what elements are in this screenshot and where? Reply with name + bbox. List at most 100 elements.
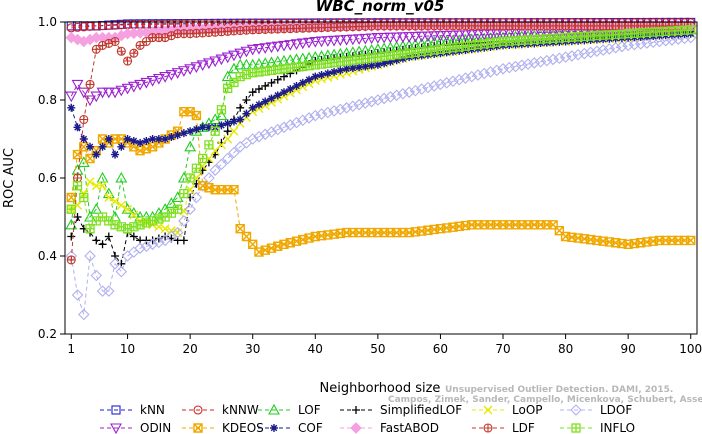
data-point-odin — [134, 79, 147, 91]
data-point-ldf — [123, 56, 133, 66]
data-point-ldof — [397, 87, 409, 100]
legend-item-loop: LoOP — [472, 403, 543, 417]
data-point-simplifiedlof — [104, 232, 113, 241]
data-point-odin — [77, 87, 90, 99]
data-point-cof — [217, 121, 226, 130]
data-point-odin — [290, 39, 303, 50]
data-point-loop — [98, 181, 108, 191]
data-point-simplifiedlof — [242, 96, 251, 104]
y-tick-label: 0.2 — [38, 327, 57, 341]
legend-marker — [270, 424, 278, 432]
data-point-odin — [165, 70, 178, 81]
data-point-ldof — [591, 45, 603, 58]
data-point-cof — [67, 103, 76, 112]
data-point-ldof — [103, 285, 115, 297]
data-point-ldof — [459, 72, 472, 84]
data-point-odin — [71, 79, 84, 91]
data-point-cof — [311, 72, 320, 81]
axis-ticks: 1 10 20 30 40 50 60 70 80 90 100 0.2 0.4 0.6 0.8 1.0 — [38, 15, 702, 356]
legend-label: ODIN — [140, 421, 171, 434]
data-point-cof — [355, 63, 364, 72]
x-tick-label: 70 — [495, 342, 510, 356]
data-point-inflo — [172, 204, 183, 214]
data-point-ldof — [528, 57, 541, 69]
data-point-ldof — [284, 119, 297, 131]
data-point-cof — [79, 135, 88, 143]
data-point-cof — [386, 57, 395, 66]
data-point-ldof — [622, 39, 634, 52]
data-point-odin — [396, 32, 409, 43]
series-ldf — [66, 21, 696, 265]
data-point-cof — [117, 142, 126, 151]
data-point-ldof — [203, 172, 215, 184]
data-point-ldof — [153, 236, 165, 249]
data-point-ldof — [315, 108, 328, 120]
data-point-ldof — [440, 77, 453, 89]
data-point-simplifiedlof — [273, 75, 282, 84]
data-point-ldf — [66, 255, 76, 265]
series-inflo — [66, 25, 696, 234]
data-point-ldof — [322, 106, 334, 119]
data-point-odin — [384, 32, 397, 44]
data-point-cof — [179, 129, 188, 138]
data-point-ldof — [84, 250, 96, 262]
data-point-cof — [261, 97, 270, 106]
data-point-odin — [334, 35, 347, 47]
data-point-ldof — [465, 70, 478, 83]
data-point-cof — [129, 136, 138, 145]
data-point-ldof — [490, 64, 503, 77]
data-point-ldof — [641, 37, 653, 49]
data-point-lof — [115, 171, 128, 183]
data-point-cof — [148, 135, 157, 143]
data-point-cof — [286, 85, 295, 94]
data-point-ldof — [553, 52, 566, 65]
data-point-ldof — [572, 48, 584, 61]
data-point-odin — [65, 91, 78, 103]
x-tick-label: 80 — [558, 342, 573, 356]
data-point-cof — [398, 54, 407, 63]
data-point-odin — [234, 48, 247, 60]
data-point-cof — [380, 59, 389, 68]
data-point-lof — [215, 109, 228, 121]
data-point-odin — [371, 33, 384, 44]
data-point-ldof — [497, 63, 509, 75]
data-point-odin — [246, 44, 259, 56]
data-point-ldof — [271, 123, 284, 136]
data-point-ldof — [628, 38, 641, 51]
legend-item-knnw: kNNW — [182, 403, 259, 417]
data-point-ldof — [365, 95, 378, 108]
data-point-kdeos — [248, 239, 258, 249]
data-point-ldof — [609, 41, 622, 54]
legend-item-cof: COF — [258, 421, 323, 434]
data-point-cof — [236, 115, 245, 124]
data-point-simplifiedlof — [129, 232, 138, 241]
legend-label: kNN — [140, 403, 165, 417]
data-point-ldof — [90, 269, 103, 282]
data-point-odin — [115, 85, 128, 97]
x-tick-label: 10 — [120, 342, 135, 356]
data-point-knnw — [72, 22, 83, 32]
data-point-ldof — [541, 54, 553, 67]
x-tick-label: 50 — [370, 342, 385, 356]
data-point-cof — [273, 91, 282, 100]
data-point-ldof — [659, 34, 672, 47]
data-point-loop — [104, 193, 114, 202]
data-point-ldof — [221, 152, 234, 165]
data-point-cof — [86, 142, 95, 151]
data-point-inflo — [210, 126, 220, 136]
data-point-odin — [346, 34, 359, 46]
data-point-ldof — [347, 100, 359, 113]
data-point-cof — [204, 123, 213, 132]
data-point-kdeos — [686, 235, 696, 246]
data-point-cof — [280, 88, 289, 97]
data-point-cof — [336, 66, 345, 75]
data-point-odin — [171, 68, 184, 79]
data-point-cof — [292, 81, 301, 90]
data-point-loop — [110, 196, 120, 206]
data-point-ldof — [278, 121, 290, 134]
data-point-ldof — [171, 226, 184, 239]
data-point-inflo — [198, 153, 208, 164]
x-tick-label: 90 — [621, 342, 636, 356]
data-point-odin — [415, 31, 428, 43]
legend-item-ldof: LDOF — [560, 403, 632, 417]
